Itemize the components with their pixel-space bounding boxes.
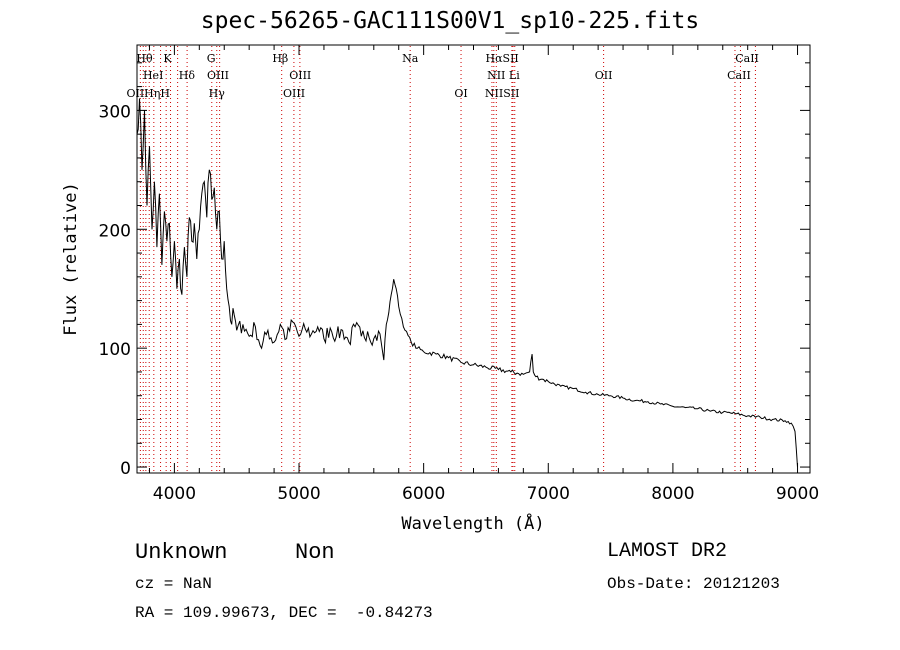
y-tick-label-1: 100 bbox=[99, 340, 131, 360]
line-label-9: OIII bbox=[207, 69, 229, 82]
line-label-12: OII bbox=[595, 69, 613, 82]
line-label-16: OI bbox=[454, 87, 467, 100]
line-label-7: HeI bbox=[143, 69, 163, 82]
line-label-8: Hδ bbox=[179, 69, 196, 82]
line-label-15: OIII bbox=[283, 87, 305, 100]
class-label: Unknown bbox=[135, 540, 228, 565]
subclass-label: Non bbox=[295, 540, 335, 565]
x-tick-label-3: 7000 bbox=[527, 484, 570, 504]
line-label-0: Hθ bbox=[136, 52, 153, 65]
cz-text: cz = NaN bbox=[135, 575, 212, 593]
line-label-11: NII Li bbox=[487, 69, 520, 82]
x-tick-label-5: 9000 bbox=[776, 484, 819, 504]
axis-ticks: 4000 5000 6000 7000 8000 9000 0 100 200 300 bbox=[99, 45, 819, 504]
coords-text: RA = 109.99673, DEC = -0.84273 bbox=[135, 604, 433, 622]
line-label-1: K bbox=[163, 52, 172, 65]
line-markers bbox=[139, 46, 756, 472]
line-label-2: G bbox=[207, 52, 216, 65]
x-tick-label-1: 5000 bbox=[277, 484, 320, 504]
chart-title: spec-56265-GAC111S00V1_sp10-225.fits bbox=[200, 8, 700, 34]
line-label-17: NIISII bbox=[485, 87, 520, 100]
line-label-4: Na bbox=[402, 52, 419, 65]
x-tick-label-2: 6000 bbox=[402, 484, 445, 504]
x-tick-label-0: 4000 bbox=[153, 484, 196, 504]
series-line-0 bbox=[136, 98, 798, 468]
spectrum-series bbox=[136, 98, 798, 468]
line-label-5: HαSII bbox=[486, 52, 519, 65]
x-tick-label-4: 8000 bbox=[651, 484, 694, 504]
line-label-10: OIII bbox=[289, 69, 311, 82]
y-tick-label-2: 200 bbox=[99, 221, 131, 241]
line-label-13: OIIHηH bbox=[126, 87, 169, 100]
survey-label: LAMOST DR2 bbox=[607, 540, 728, 563]
line-label-3: Hβ bbox=[272, 52, 288, 65]
line-label-6: CaII bbox=[735, 52, 759, 65]
line-marker-labels: Hθ K G Hβ Na HαSII CaII HeI Hδ OIII OIII NII Li OII O… bbox=[126, 52, 758, 100]
plot-frame bbox=[136, 44, 811, 474]
line-label-14: Hγ bbox=[209, 87, 226, 100]
obs-date-text: Obs-Date: 20121203 bbox=[607, 575, 780, 593]
y-axis-label: Flux (relative) bbox=[61, 182, 81, 336]
line-label-18: CaII bbox=[727, 69, 751, 82]
x-axis-label: Wavelength (Å) bbox=[401, 512, 544, 534]
y-tick-label-0: 0 bbox=[120, 459, 131, 479]
y-tick-label-3: 300 bbox=[99, 102, 131, 122]
